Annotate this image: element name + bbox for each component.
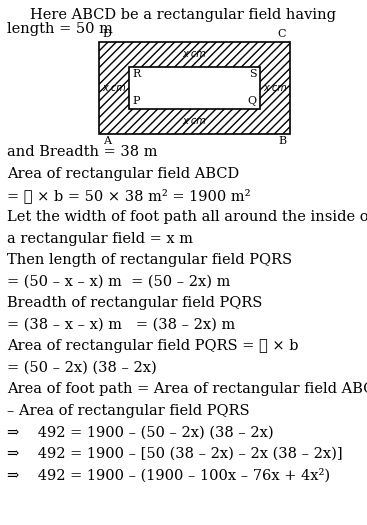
Text: = ℓ × b = 50 × 38 m² = 1900 m²: = ℓ × b = 50 × 38 m² = 1900 m² [7, 188, 251, 203]
Text: S: S [249, 69, 257, 79]
Text: Area of rectangular field ABCD: Area of rectangular field ABCD [7, 167, 240, 181]
Text: = (50 – x – x) m  = (50 – 2x) m: = (50 – x – x) m = (50 – 2x) m [7, 275, 231, 289]
Bar [129, 67, 260, 109]
Text: R: R [132, 69, 141, 79]
Text: Area of foot path = Area of rectangular field ABCD: Area of foot path = Area of rectangular … [7, 382, 367, 396]
Text: Area of rectangular field PQRS = ℓ × b: Area of rectangular field PQRS = ℓ × b [7, 339, 299, 353]
Text: ⇒    492 = 1900 – [50 (38 – 2x) – 2x (38 – 2x)]: ⇒ 492 = 1900 – [50 (38 – 2x) – 2x (38 – … [7, 447, 343, 461]
Text: P: P [132, 97, 140, 107]
Text: length = 50 m: length = 50 m [7, 22, 113, 36]
Text: and Breadth = 38 m: and Breadth = 38 m [7, 145, 158, 160]
Text: x cm: x cm [183, 49, 206, 59]
Bar [99, 42, 290, 134]
Text: A: A [103, 136, 111, 146]
Text: x cm: x cm [183, 117, 206, 127]
Text: = (50 – 2x) (38 – 2x): = (50 – 2x) (38 – 2x) [7, 361, 157, 375]
Text: a rectangular field = x m: a rectangular field = x m [7, 232, 193, 246]
Text: Q: Q [248, 97, 257, 107]
Text: Let the width of foot path all around the inside of: Let the width of foot path all around th… [7, 210, 367, 224]
Text: ⇒    492 = 1900 – (1900 – 100x – 76x + 4x²): ⇒ 492 = 1900 – (1900 – 100x – 76x + 4x²) [7, 468, 330, 482]
Text: ⇒    492 = 1900 – (50 – 2x) (38 – 2x): ⇒ 492 = 1900 – (50 – 2x) (38 – 2x) [7, 425, 274, 439]
Text: x cm: x cm [263, 83, 287, 93]
Text: – Area of rectangular field PQRS: – Area of rectangular field PQRS [7, 404, 250, 418]
Text: = (38 – x – x) m   = (38 – 2x) m: = (38 – x – x) m = (38 – 2x) m [7, 318, 236, 332]
Text: B: B [278, 136, 286, 146]
Text: D: D [103, 29, 112, 39]
Text: Then length of rectangular field PQRS: Then length of rectangular field PQRS [7, 253, 292, 267]
Text: Here ABCD be a rectangular field having: Here ABCD be a rectangular field having [30, 8, 337, 22]
Text: Breadth of rectangular field PQRS: Breadth of rectangular field PQRS [7, 296, 263, 310]
Text: C: C [278, 29, 286, 39]
Text: x cm: x cm [102, 83, 126, 93]
